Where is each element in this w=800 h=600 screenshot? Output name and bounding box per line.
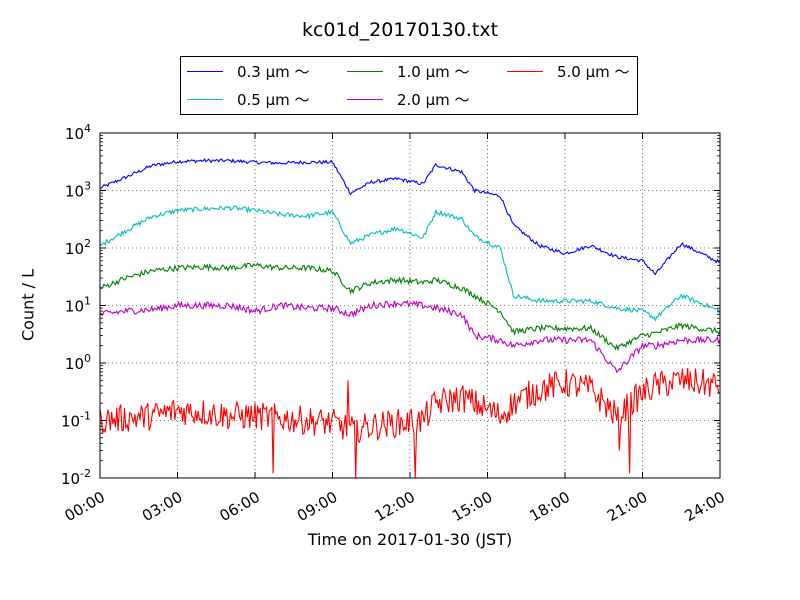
series-line-3 — [99, 299, 721, 374]
legend-swatch — [347, 70, 383, 72]
legend-swatch — [187, 98, 223, 100]
x-tick-label: 15:00 — [449, 488, 495, 525]
y-tick-label: 101 — [65, 295, 91, 316]
series-lines — [99, 157, 721, 479]
grid-lines — [100, 133, 720, 478]
legend-item-0.3um: 0.3 μm ～ — [187, 61, 310, 81]
y-tick-label: 104 — [65, 122, 91, 143]
legend-swatch — [187, 70, 223, 72]
series-line-1 — [99, 205, 721, 322]
legend-label: 5.0 μm ～ — [557, 62, 630, 81]
legend-item-0.5um: 0.5 μm ～ — [187, 89, 310, 109]
series-line-0 — [99, 157, 721, 276]
axis-ticks: 00:00 03:00 06:00 09:00 12:00 15:00 18:00 21:00… — [61, 122, 728, 525]
x-tick-label: 12:00 — [372, 488, 418, 525]
legend-label: 2.0 μm ～ — [397, 90, 470, 109]
x-tick-label: 00:00 — [62, 488, 108, 525]
legend-label: 0.5 μm ～ — [237, 90, 310, 109]
legend-item-1.0um: 1.0 μm ～ — [347, 61, 470, 81]
x-tick-label: 21:00 — [604, 488, 650, 525]
y-axis-label: Count / L — [18, 269, 38, 341]
x-tick-label: 03:00 — [139, 488, 185, 525]
y-tick-label: 100 — [65, 352, 91, 373]
chart-legend: 0.3 μm ～ 1.0 μm ～ 5.0 μm ～ 0.5 μm ～ 2.0 … — [180, 56, 638, 115]
y-tick-label: 103 — [65, 180, 91, 201]
x-tick-label: 24:00 — [682, 488, 728, 525]
x-tick-label: 18:00 — [527, 488, 573, 525]
x-axis-label: Time on 2017-01-30 (JST) — [307, 530, 513, 549]
legend-swatch — [507, 70, 543, 72]
y-tick-label: 102 — [65, 237, 91, 258]
legend-label: 1.0 μm ～ — [397, 62, 470, 81]
legend-item-5.0um: 5.0 μm ～ — [507, 61, 630, 81]
legend-label: 0.3 μm ～ — [237, 62, 310, 81]
series-line-4 — [99, 367, 720, 479]
legend-swatch — [347, 98, 383, 100]
y-tick-label: 10-1 — [61, 410, 91, 431]
legend-item-2.0um: 2.0 μm ～ — [347, 89, 470, 109]
chart-title: kc01d_20170130.txt — [301, 19, 499, 41]
series-line-2 — [99, 262, 721, 352]
x-tick-label: 09:00 — [294, 488, 340, 525]
y-tick-label: 10-2 — [61, 467, 91, 488]
x-tick-label: 06:00 — [217, 488, 263, 525]
